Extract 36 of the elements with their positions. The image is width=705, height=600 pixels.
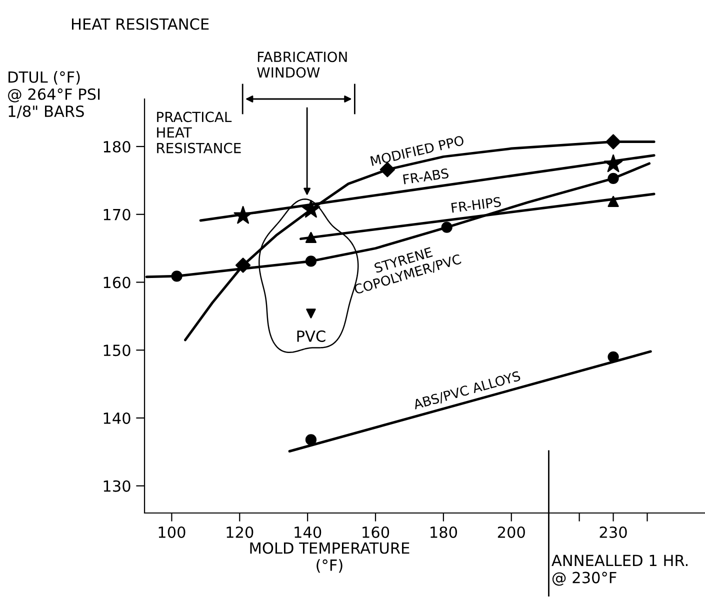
point (171, 270, 182, 282)
point (606, 134, 621, 150)
x-tick-label: 120 (226, 526, 254, 538)
point (608, 196, 619, 208)
point (302, 200, 320, 218)
x-tick-label: 180 (430, 526, 458, 538)
x-tick-label: 160 (362, 526, 390, 538)
chart-title: HEAT RESISTANCE (72, 18, 209, 30)
text: FR-HIPS (451, 196, 502, 213)
ref-line-label: ANNEALLED 1 HR. @ 230°F (552, 554, 688, 586)
point (305, 232, 317, 244)
x-tick-label: 140 (294, 526, 322, 538)
y-tick-label: 170 (104, 208, 130, 220)
x-axis-title: MOLD TEMPERATURE (°F) (250, 542, 410, 573)
annotation: PRACTICAL HEAT RESISTANCE (157, 112, 241, 154)
point (235, 258, 251, 273)
series-label: PVC (297, 330, 326, 342)
y-tick-label: 180 (104, 140, 130, 153)
y-tick-label: 160 (104, 276, 130, 288)
point (441, 222, 452, 233)
point (234, 206, 252, 224)
x-tick-label: 230 (600, 526, 627, 538)
point (608, 351, 619, 362)
y-axis-title: DTUL (°F) @ 264°F PSI 1/8" BARS (8, 71, 100, 118)
point (306, 308, 316, 318)
text: FABRICATION WINDOW (257, 52, 347, 78)
x-tick-label: 100 (158, 526, 186, 538)
text: FR-ABS (402, 168, 449, 184)
point (305, 256, 317, 267)
point (305, 434, 317, 446)
point (608, 172, 619, 184)
x-tick-label: 200 (498, 526, 525, 538)
y-tick-label: 130 (104, 480, 130, 492)
y-tick-label: 140 (104, 412, 130, 424)
y-tick-label: 150 (104, 344, 130, 356)
point (604, 154, 623, 172)
